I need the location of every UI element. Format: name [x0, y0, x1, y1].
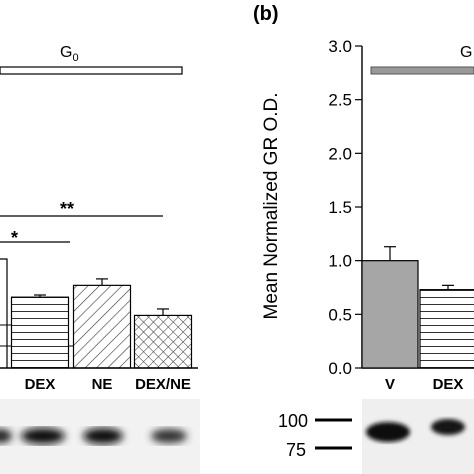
blot-band [0, 429, 12, 443]
y-tick-label: 2.5 [328, 91, 352, 110]
panel-label: (b) [253, 3, 279, 25]
significance-label-double: ** [60, 199, 74, 219]
y-tick-label: 2.0 [328, 144, 352, 163]
panel-a: G0 ** * DEX NE DEX/NE [0, 44, 200, 474]
y-axis-label: Mean Normalized GR O.D. [261, 92, 282, 319]
y-tick-label: 1.5 [328, 198, 352, 217]
y-tick-label: 3.0 [328, 37, 352, 56]
bracket-label: G [460, 44, 472, 61]
treatment-bracket-bar [370, 66, 474, 75]
y-tick-label: 1.0 [328, 252, 352, 271]
treatment-bracket-bar [0, 66, 183, 75]
blot-marker-75: 75 [286, 440, 306, 460]
blot-marker-100: 100 [278, 411, 308, 431]
blot-band [366, 422, 410, 442]
significance-label-single: * [11, 228, 18, 248]
x-tick-label: V [385, 376, 395, 393]
bar-dex [10, 296, 70, 369]
bracket-label: G0 [60, 44, 79, 64]
bar-ne [72, 284, 132, 369]
x-tick-label: NE [92, 376, 113, 393]
blot-band [431, 419, 465, 435]
x-tick-label: DEX/NE [135, 376, 191, 393]
y-tick-label: 0.5 [328, 305, 352, 324]
bar-dex [419, 289, 474, 369]
panel-b: (b) G Mean Normalized GR O.D. 0.0 0.5 1.0 1… [253, 3, 474, 474]
blot-band [151, 429, 187, 443]
x-tick-label: DEX [25, 376, 56, 393]
x-tick-label: DEX [433, 376, 464, 393]
partial-bar [0, 258, 8, 368]
bar-dex-ne [133, 314, 193, 369]
bar-v [361, 260, 419, 369]
blot-band [21, 428, 65, 444]
y-tick-label: 0.0 [328, 359, 352, 378]
blot-band [83, 428, 123, 444]
